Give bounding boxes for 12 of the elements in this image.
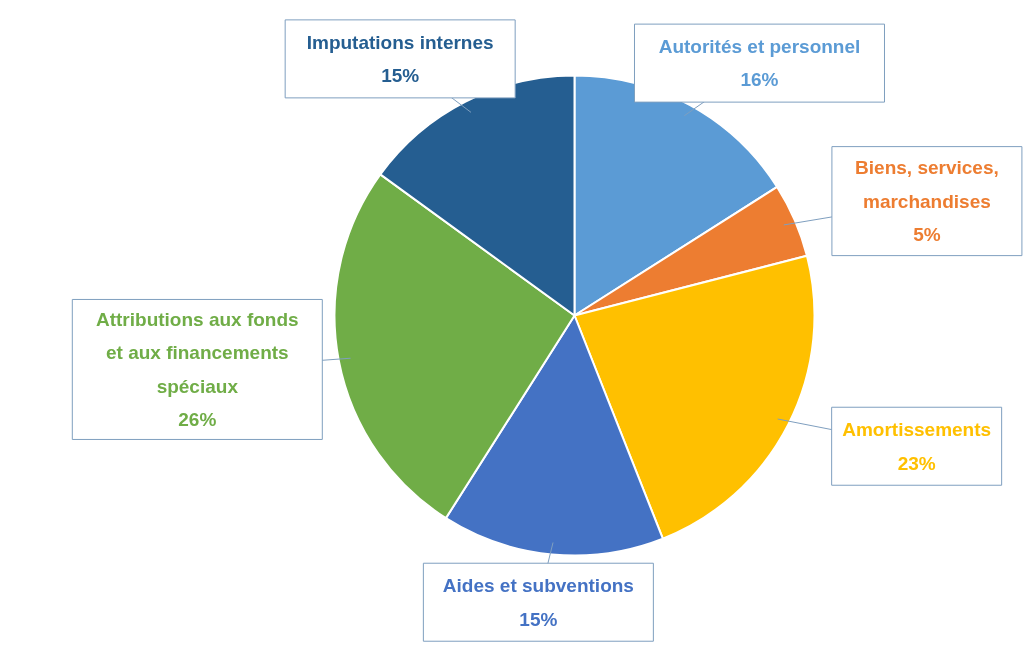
slice-label: Attributions aux fonds et aux financements spéciaux xyxy=(95,308,299,397)
slice-label: Biens, services, marchandises xyxy=(855,157,999,212)
slice-label: Imputations internes xyxy=(306,31,494,53)
data-label: 23% xyxy=(897,452,936,474)
slice-label: Amortissements xyxy=(842,418,992,440)
data-label: 5% xyxy=(913,224,941,246)
data-label: 26% xyxy=(178,409,217,431)
slice-label: Aides et subventions xyxy=(442,574,634,596)
data-label: 15% xyxy=(519,608,558,630)
slice-label: Autorités et personnel xyxy=(658,35,861,57)
data-label: 15% xyxy=(381,65,420,87)
data-label: 16% xyxy=(740,69,779,91)
